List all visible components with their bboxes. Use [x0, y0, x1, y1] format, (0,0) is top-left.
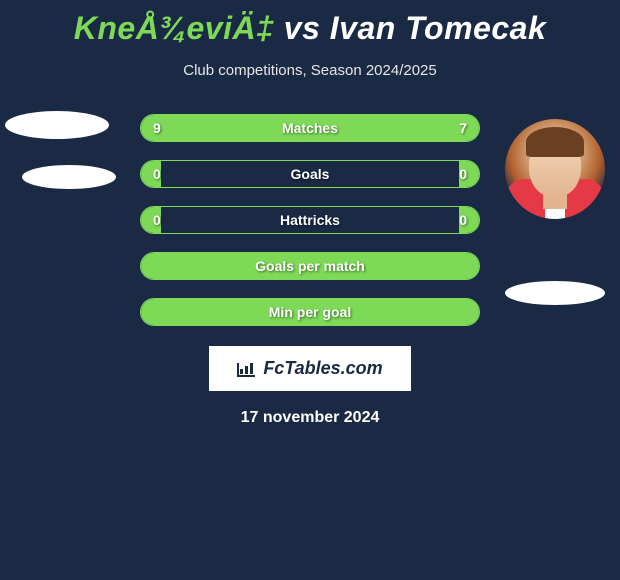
player-right-side — [500, 114, 610, 305]
stat-value-right: 0 — [459, 212, 467, 228]
watermark: FcTables.com — [209, 346, 410, 391]
placeholder-oval — [22, 165, 116, 189]
stat-row: Goals 0 0 — [140, 160, 480, 188]
stat-row: Matches 9 7 — [140, 114, 480, 142]
player2-avatar — [505, 119, 605, 219]
player-left-side — [10, 114, 120, 189]
stat-row: Hattricks 0 0 — [140, 206, 480, 234]
placeholder-oval — [5, 111, 109, 139]
stat-label: Goals per match — [255, 258, 365, 274]
stat-row: Min per goal — [140, 298, 480, 326]
watermark-text: FcTables.com — [263, 358, 382, 379]
stat-value-right: 0 — [459, 166, 467, 182]
stat-label: Min per goal — [269, 304, 351, 320]
subtitle: Club competitions, Season 2024/2025 — [183, 62, 437, 79]
stat-value-left: 9 — [153, 120, 161, 136]
date: 17 november 2024 — [241, 409, 380, 427]
stats-area: Matches 9 7 Goals 0 0 Hattricks 0 0 Goals per mat… — [0, 114, 620, 326]
stat-value-right: 7 — [459, 120, 467, 136]
page-title: KneÅ¾eviÄ‡ vs Ivan Tomecak — [74, 10, 546, 47]
comparison-card: KneÅ¾eviÄ‡ vs Ivan Tomecak Club competit… — [0, 0, 620, 580]
stat-value-left: 0 — [153, 212, 161, 228]
stat-label: Hattricks — [280, 212, 340, 228]
stat-label: Goals — [291, 166, 330, 182]
stat-value-left: 0 — [153, 166, 161, 182]
player2-name: Ivan Tomecak — [330, 10, 546, 46]
chart-icon — [237, 361, 257, 377]
stat-row: Goals per match — [140, 252, 480, 280]
stat-fill-right — [330, 115, 479, 141]
placeholder-oval — [505, 281, 605, 305]
stat-bars: Matches 9 7 Goals 0 0 Hattricks 0 0 Goals per mat… — [140, 114, 480, 326]
player1-name: KneÅ¾eviÄ‡ — [74, 10, 275, 46]
vs-text: vs — [284, 10, 321, 46]
stat-label: Matches — [282, 120, 338, 136]
